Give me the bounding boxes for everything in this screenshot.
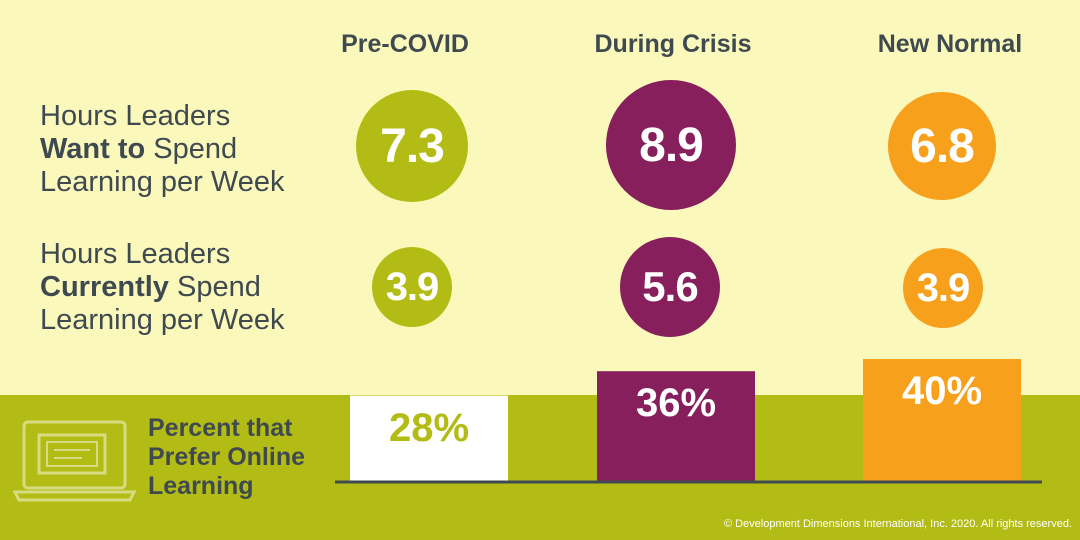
row-label-line1: Hours Leaders	[40, 100, 231, 132]
circle-want-new-normal: 6.8	[888, 92, 996, 200]
circle-currently-pre-covid: 3.9	[372, 247, 452, 327]
row-label-want-to: Hours Leaders Want to Spend Learning per…	[40, 100, 340, 199]
bar-during-crisis	[597, 371, 755, 481]
row-label-bold: Want to	[40, 133, 146, 165]
row-label-bold: Currently	[40, 271, 169, 303]
row-label-line3: Learning per Week	[40, 166, 285, 198]
bar-pre-covid	[350, 395, 508, 481]
online-label-line2: Prefer Online	[148, 443, 305, 471]
bar-value-label-new-normal: 40%	[901, 369, 983, 413]
column-header-pre-covid: Pre-COVID	[341, 30, 469, 58]
online-label-line1: Percent that	[148, 414, 293, 442]
column-header-during-crisis: During Crisis	[594, 30, 752, 58]
column-header-new-normal: New Normal	[877, 30, 1023, 58]
bar-new-normal	[863, 359, 1021, 481]
bar-value-label-during-crisis: 36%	[635, 381, 717, 426]
row-label-currently: Hours Leaders Currently Spend Learning p…	[40, 238, 340, 337]
online-label-line3: Learning	[148, 472, 254, 500]
row-label-line3: Learning per Week	[40, 304, 285, 336]
online-preference-label: Percent that Prefer Online Learning	[148, 414, 348, 501]
row-label-after: Spend	[153, 133, 238, 165]
circle-want-during-crisis: 8.9	[606, 80, 736, 210]
row-label-after: Spend	[176, 271, 261, 303]
circle-currently-during-crisis: 5.6	[620, 237, 720, 337]
circle-want-pre-covid: 7.3	[356, 90, 468, 202]
bar-value-label-pre-covid: 28%	[388, 405, 470, 450]
laptop-certificate-icon	[12, 420, 137, 502]
row-label-line1: Hours Leaders	[40, 238, 231, 270]
circle-currently-new-normal: 3.9	[903, 248, 983, 328]
copyright-notice: © Development Dimensions International, …	[723, 518, 1072, 530]
